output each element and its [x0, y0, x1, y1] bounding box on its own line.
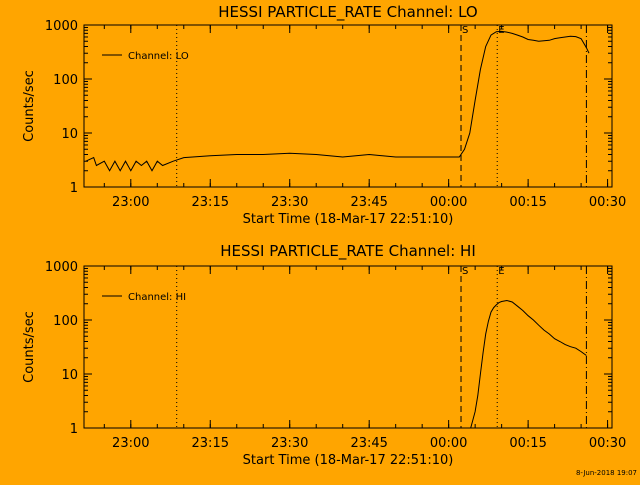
y-tick-label: 1 [70, 181, 78, 196]
y-axis-label: Counts/sec [22, 70, 37, 142]
legend-label: Channel: LO [128, 51, 189, 62]
footer-timestamp: 8-Jun-2018 19:07 [576, 469, 637, 477]
flag-label: S [462, 25, 468, 36]
x-axis-label: Start Time (18-Mar-17 22:51:10) [243, 453, 454, 468]
chart-title: HESSI PARTICLE_RATE Channel: LO [218, 3, 477, 22]
y-axis-label: Counts/sec [22, 311, 37, 383]
x-tick-label: 23:00 [112, 436, 149, 451]
x-axis-label: Start Time (18-Mar-17 22:51:10) [243, 212, 454, 227]
x-tick-label: 23:30 [271, 436, 308, 451]
y-tick-label: 1 [70, 422, 78, 437]
y-tick-label: 100 [53, 73, 78, 88]
flag-label: E [498, 266, 504, 277]
y-tick-label: 1000 [45, 260, 78, 275]
flag-label: S [462, 266, 468, 277]
y-tick-label: 10 [61, 368, 78, 383]
x-tick-label: 23:15 [192, 436, 229, 451]
flag-label: E [498, 25, 504, 36]
y-tick-label: 10 [61, 127, 78, 142]
y-tick-label: 100 [53, 314, 78, 329]
x-tick-label: 23:45 [350, 436, 387, 451]
x-tick-label: 00:00 [430, 195, 467, 210]
x-tick-label: 23:30 [271, 195, 308, 210]
x-tick-label: 23:15 [192, 195, 229, 210]
plot-frame [83, 265, 613, 429]
series-line [470, 299, 587, 429]
chart-title: HESSI PARTICLE_RATE Channel: HI [220, 242, 476, 261]
x-tick-label: 00:15 [509, 436, 546, 451]
series-line [85, 30, 590, 172]
plot-frame [83, 24, 613, 188]
x-tick-label: 23:00 [112, 195, 149, 210]
hi-channel-panel: HESSI PARTICLE_RATE Channel: HI 23:00 23:1… [22, 242, 626, 468]
x-tick-label: 00:00 [430, 436, 467, 451]
legend-label: Channel: HI [128, 292, 186, 303]
x-tick-label: 00:30 [589, 195, 626, 210]
x-tick-label: 00:30 [589, 436, 626, 451]
x-tick-label: 23:45 [350, 195, 387, 210]
lo-channel-panel: HESSI PARTICLE_RATE Channel: LO 23:00 23:1… [22, 3, 626, 227]
y-tick-label: 1000 [45, 19, 78, 34]
x-tick-label: 00:15 [509, 195, 546, 210]
